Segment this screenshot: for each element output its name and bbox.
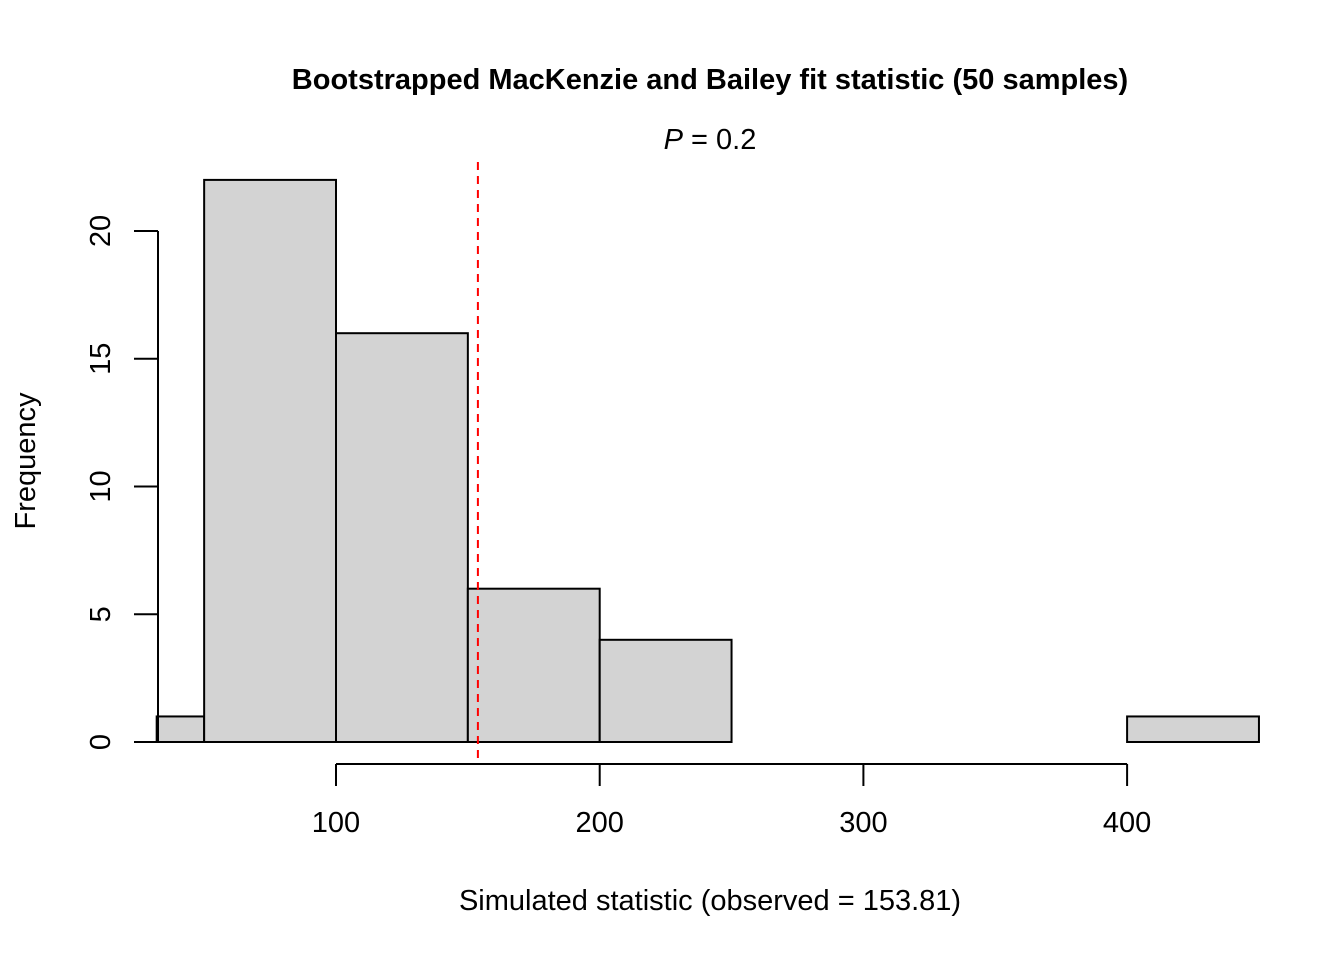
x-tick-label: 100 [312, 807, 360, 839]
y-tick-label: 0 [85, 734, 117, 750]
chart-subtitle: P = 0.2 [664, 124, 757, 156]
y-tick-label: 5 [85, 606, 117, 622]
histogram-bar [466, 587, 601, 744]
histogram-bar [598, 638, 733, 743]
x-tick-label: 300 [839, 807, 887, 839]
y-axis-label: Frequency [10, 392, 42, 530]
y-tick-label: 20 [85, 215, 117, 247]
x-tick-label: 400 [1103, 807, 1151, 839]
y-axis: 0 5 10 15 20 [85, 215, 159, 750]
x-tick-label: 200 [576, 807, 624, 839]
bars-group [155, 178, 1260, 744]
subtitle-p-value: = 0.2 [683, 124, 756, 156]
x-axis: 100 200 300 400 [312, 763, 1151, 839]
y-tick-label: 10 [85, 470, 117, 502]
x-axis-label: Simulated statistic (observed = 153.81) [459, 885, 961, 917]
subtitle-p-symbol: P [664, 124, 684, 156]
y-tick-label: 15 [85, 343, 117, 375]
histogram-bar [1126, 715, 1260, 744]
chart-title: Bootstrapped MacKenzie and Bailey fit st… [292, 64, 1128, 96]
histogram-bar [335, 332, 469, 743]
histogram-bar [155, 715, 206, 744]
histogram-bar [203, 178, 337, 743]
